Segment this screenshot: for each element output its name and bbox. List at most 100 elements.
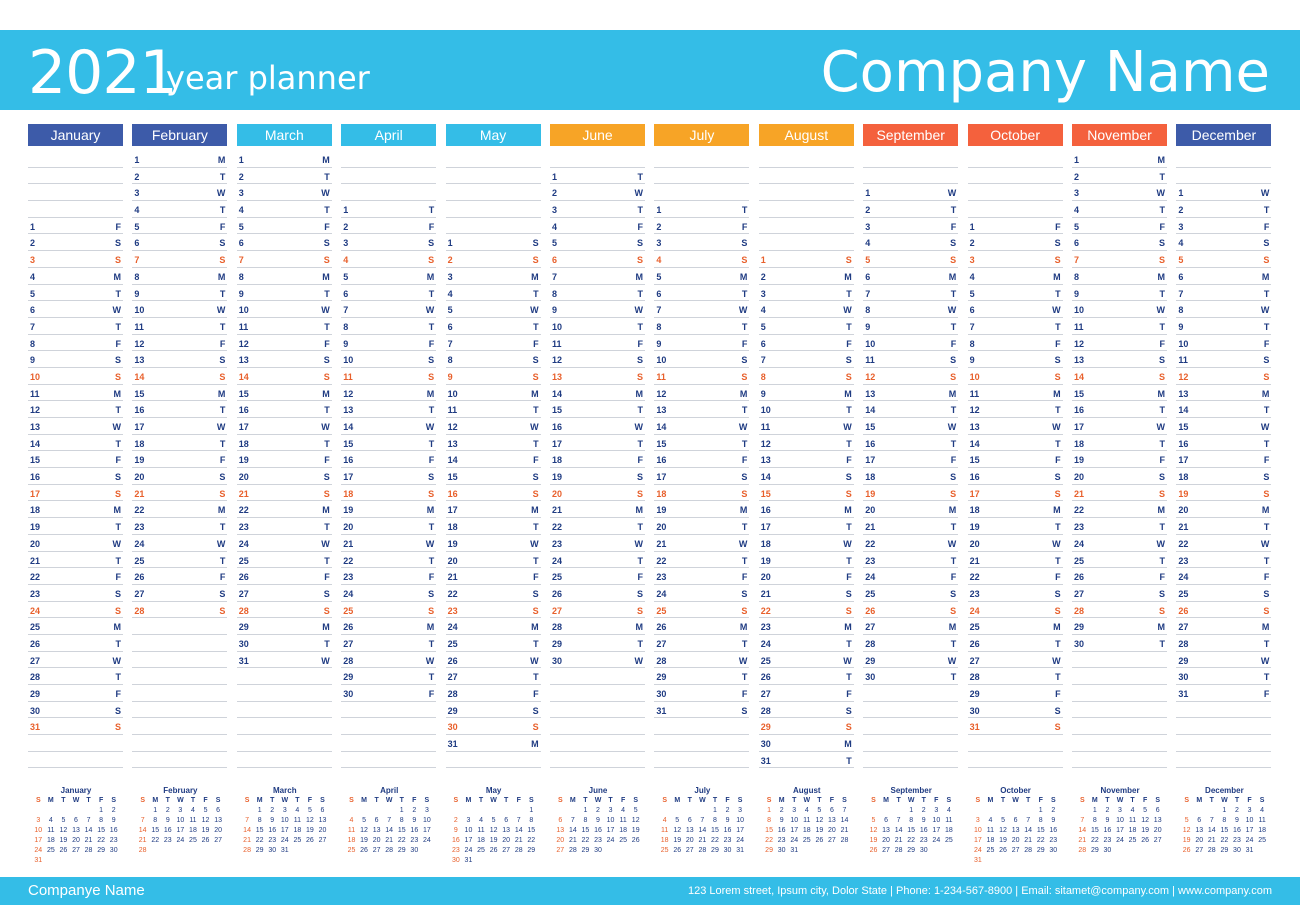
day-number: 13 (343, 405, 354, 416)
day-row: 13 T (654, 401, 750, 418)
mini-calendar-january: January S M T W T F S 1 2 3 4 5 6 7 8 9 10 11 12 13 14 15 16 17 1… (32, 786, 120, 865)
mini-weekday-header: M (1091, 797, 1098, 804)
day-row: 15 M (1072, 385, 1167, 402)
day-number: 17 (1178, 455, 1189, 466)
day-number: 20 (30, 538, 41, 549)
day-row: 19 F (1072, 451, 1167, 469)
day-number: 26 (30, 638, 41, 649)
mini-day: 18 (189, 827, 197, 834)
day-number: 1 (343, 205, 349, 216)
day-number: 4 (865, 238, 871, 249)
weekday-letter: S (950, 371, 957, 382)
mini-day: 6 (884, 817, 888, 824)
day-row: 20 F (758, 568, 854, 585)
mini-day: 28 (568, 847, 577, 854)
day-number: 28 (969, 672, 980, 683)
day-number: 17 (343, 472, 354, 483)
day-number: 18 (1074, 438, 1085, 449)
mini-weekday-header: S (1155, 797, 1161, 804)
day-number: 15 (1074, 388, 1085, 399)
mini-day: 5 (1001, 817, 1005, 824)
mini-day: 9 (1105, 817, 1110, 824)
day-row: 22 S (445, 585, 541, 602)
mini-day: 17 (606, 827, 615, 834)
weekday-letter: S (845, 588, 852, 599)
day-row: 21 W (654, 535, 750, 552)
day-number: 21 (760, 588, 771, 599)
day-row: 16 F (341, 451, 437, 469)
mini-day: 24 (973, 847, 982, 854)
mini-day: 14 (840, 817, 849, 824)
weekday-letter: S (636, 355, 643, 366)
day-number: 18 (1178, 472, 1189, 483)
mini-day: 19 (306, 827, 314, 834)
mini-calendar-november: November S M T W T F S 1 2 3 4 5 6 7 8 9 10 11 12 13 14 15 16 17… (1076, 786, 1164, 855)
mini-day: 8 (257, 817, 262, 824)
weekday-letter: F (1263, 455, 1270, 466)
day-number: 10 (1074, 305, 1085, 316)
weekday-letter: S (1158, 355, 1165, 366)
day-number: 23 (1178, 555, 1189, 566)
mini-day: 30 (109, 847, 118, 854)
day-number: 26 (656, 622, 667, 633)
day-row: 15 S (445, 468, 541, 485)
weekday-letter: S (219, 488, 226, 499)
day-number: 29 (1178, 655, 1189, 666)
mini-day: 15 (711, 827, 719, 834)
mini-day: 2 (1105, 807, 1110, 814)
day-row (1072, 652, 1167, 669)
day-row: 16 T (132, 401, 228, 418)
day-row: 11 T (132, 318, 228, 335)
mini-weekday-header: S (215, 797, 221, 804)
mini-day: 3 (424, 807, 429, 814)
day-number: 29 (865, 655, 876, 666)
day-row: 23 M (758, 618, 854, 635)
day-row (28, 168, 123, 185)
day-number: 23 (447, 605, 458, 616)
day-row (445, 201, 541, 218)
weekday-letter: S (1158, 255, 1165, 266)
mini-day: 3 (934, 807, 939, 814)
weekday-letter: W (1156, 305, 1166, 316)
day-number: 28 (656, 655, 667, 666)
mini-weekday-header: T (896, 797, 901, 804)
weekday-letter: T (533, 321, 539, 332)
day-row (863, 752, 959, 769)
mini-day: 27 (502, 847, 511, 854)
day-row: 12 S (550, 351, 645, 368)
mini-day: 21 (514, 837, 523, 844)
weekday-letter: W (947, 305, 957, 316)
mini-day: 2 (596, 807, 600, 814)
day-number: 20 (552, 488, 563, 499)
weekday-letter: F (115, 221, 122, 232)
mini-weekday-header: W (594, 797, 602, 804)
weekday-letter: S (845, 355, 852, 366)
day-number: 16 (238, 405, 249, 416)
mini-day: 26 (201, 837, 210, 844)
day-number: 2 (447, 255, 453, 266)
day-number: 15 (552, 405, 563, 416)
day-row: 27 S (132, 585, 228, 602)
weekday-letter: W (1052, 305, 1061, 316)
day-row: 19 S (863, 485, 959, 502)
day-row: 30 W (550, 652, 645, 669)
day-number: 1 (552, 171, 558, 182)
weekday-letter: W (425, 538, 435, 549)
weekday-letter: T (846, 321, 852, 332)
day-row: 22 T (654, 552, 750, 569)
day-number: 16 (1178, 438, 1189, 449)
day-number: 8 (865, 305, 871, 316)
weekday-letter: F (1263, 572, 1270, 583)
day-row: 24 S (654, 585, 750, 602)
weekday-letter: M (739, 271, 748, 282)
day-number: 24 (1178, 572, 1189, 583)
day-row: 15 W (863, 418, 959, 435)
day-number: 14 (656, 422, 667, 432)
mini-day: 26 (59, 847, 68, 854)
